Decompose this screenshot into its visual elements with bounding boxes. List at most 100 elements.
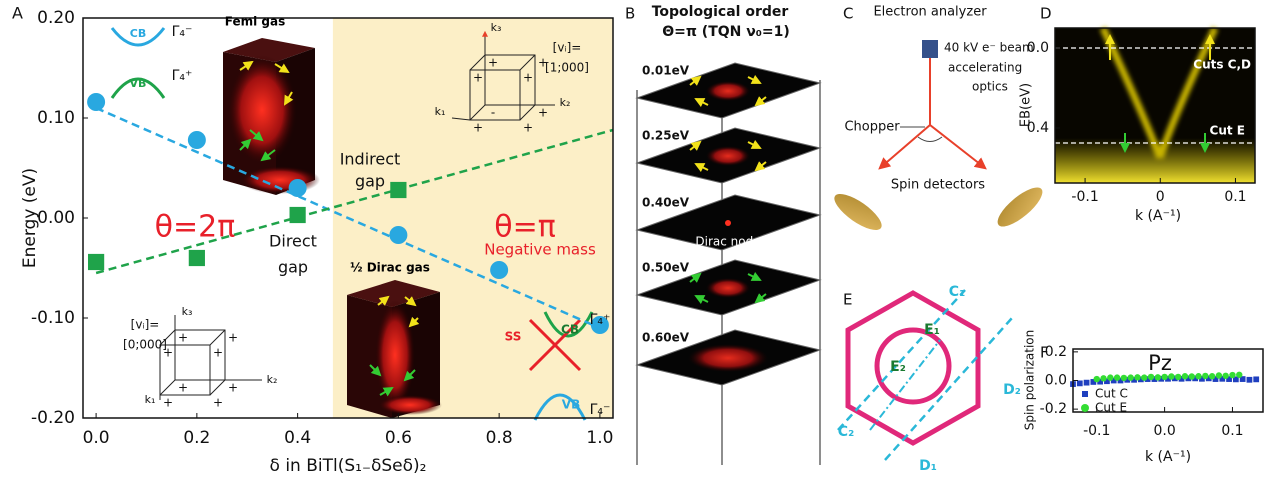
data-point <box>1113 374 1121 381</box>
x-axis-label: k (A⁻¹) <box>1145 449 1191 465</box>
y-tick-label: 0.0 <box>1045 373 1067 389</box>
data-point <box>187 131 206 149</box>
intensity <box>706 146 750 166</box>
spin-arrow <box>694 295 709 305</box>
arpes-band <box>1099 26 1219 160</box>
spin-arrow <box>747 139 762 149</box>
apparatus-label: Chopper <box>844 120 900 135</box>
data-point <box>1104 378 1110 385</box>
cut-label: C₂ <box>838 424 854 440</box>
intensity <box>725 220 731 226</box>
inset-art-part <box>110 77 166 99</box>
data-point <box>1161 373 1168 381</box>
inset-art-part <box>223 38 315 62</box>
inset-art-part-part <box>408 316 420 328</box>
data-point <box>87 93 106 111</box>
data-point <box>1253 376 1260 383</box>
inset-art-part-part <box>274 63 290 74</box>
inset-art-part <box>922 40 938 58</box>
data-point <box>1188 373 1195 380</box>
inset-art-part <box>834 193 882 231</box>
annotation: VB <box>562 398 580 412</box>
data-point <box>1168 373 1175 380</box>
y-axis-label: EB(eV) <box>1019 83 1034 127</box>
data-point <box>1107 374 1114 381</box>
layer-label: 0.40eV <box>642 196 690 210</box>
cut-label: Cuts C,D <box>1193 58 1251 72</box>
legend-marker <box>1081 404 1089 412</box>
x-tick-label: 0 <box>1156 189 1165 205</box>
cube-sign: + <box>538 106 548 120</box>
data-point <box>1158 375 1165 382</box>
panel-letter: A <box>12 4 23 23</box>
foreground-layer: 0.0 0.2 0.4 0.6 0.8 1.0-0.20-0.100.000.100.20… <box>12 4 1264 476</box>
data-point <box>1219 375 1226 382</box>
cube-sign: + <box>178 381 188 395</box>
data-point <box>188 249 205 267</box>
x-tick-label: 0.2 <box>183 428 210 448</box>
x-tick-label: 0.6 <box>385 428 412 448</box>
inset-art-part-part <box>377 295 390 306</box>
data-point <box>590 316 609 334</box>
spin-arrow <box>747 271 762 281</box>
data-point <box>1192 375 1199 382</box>
inset-art-part <box>159 30 555 400</box>
cube-sign: + <box>163 346 173 360</box>
spin-arrow <box>754 96 767 107</box>
inset-art-part <box>239 129 276 162</box>
y-tick-label: -0.10 <box>31 308 75 328</box>
node-label: Dirac node <box>695 235 760 249</box>
inset-art-part-part <box>469 69 521 121</box>
panel-letter: F <box>1040 344 1049 362</box>
data-point <box>1137 376 1144 383</box>
inset-art-part-part <box>884 317 1013 461</box>
annotation: [1;000] <box>545 61 589 75</box>
data-point <box>1239 376 1246 382</box>
cube-sign: + <box>163 396 173 410</box>
plot-frame <box>1054 27 1256 184</box>
data-point <box>1117 377 1124 384</box>
y-tick-label: 0.4 <box>1027 120 1049 136</box>
spin-arrow <box>689 75 702 86</box>
x-tick-label: 1.0 <box>586 428 613 448</box>
inset-art-part-part <box>404 296 417 307</box>
inset-art-part-part <box>283 91 294 106</box>
data-point <box>1222 372 1229 379</box>
data-point <box>1174 373 1182 381</box>
x-tick-label: -0.1 <box>1083 423 1110 439</box>
layer-label: 0.60eV <box>642 331 690 345</box>
annotation: Γ₄⁻ <box>172 24 193 40</box>
data-point <box>288 179 307 197</box>
annotation: ½ Dirac gas <box>350 261 430 275</box>
annotation: Γ₄⁺ <box>590 312 611 328</box>
inset-art-part <box>239 60 294 106</box>
panel-letter: D <box>1040 5 1052 23</box>
cut-label: E₁ <box>924 322 940 338</box>
legend-marker <box>1082 391 1088 397</box>
data-point <box>1226 376 1232 382</box>
chart-title: Pz <box>1148 351 1172 375</box>
inset-art-part-part <box>369 364 382 377</box>
data-point <box>1100 375 1107 382</box>
spin-arrow <box>689 272 702 283</box>
data-point <box>1141 374 1148 381</box>
cube-sign: + <box>473 71 483 85</box>
annotation: k₂ <box>560 96 571 109</box>
y-tick-label: -0.2 <box>1040 401 1067 417</box>
legend-label: Cut E <box>1095 401 1127 415</box>
x-tick-label: 0.8 <box>486 428 513 448</box>
panel-letter: E <box>843 291 852 309</box>
y-axis-label: Energy (eV) <box>20 168 40 268</box>
data-point <box>1076 380 1083 387</box>
x-tick-label: 0.1 <box>1221 423 1243 439</box>
data-point <box>1093 375 1100 383</box>
y-tick-label: 0.0 <box>1027 40 1049 56</box>
annotation: Direct <box>269 232 317 251</box>
spin-arrow <box>754 293 767 304</box>
data-point <box>1185 375 1192 382</box>
cut-label: D₂ <box>1003 382 1021 398</box>
inset-art-part-part <box>519 54 536 71</box>
data-point <box>1134 374 1141 381</box>
data-point <box>1147 373 1155 381</box>
cube-sign: + <box>538 56 548 70</box>
